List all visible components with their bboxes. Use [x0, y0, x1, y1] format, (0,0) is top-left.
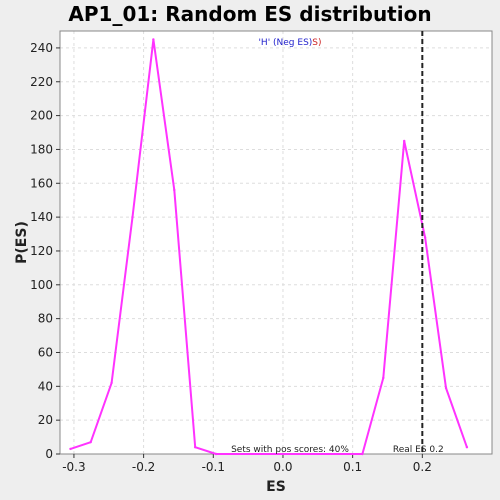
chart-title: AP1_01: Random ES distribution [68, 2, 431, 26]
data-point [194, 446, 196, 448]
y-tick-label: 180 [30, 142, 53, 156]
y-tick-label: 100 [30, 278, 53, 292]
x-tick-label: -0.1 [202, 460, 225, 474]
x-tick-label: 0.1 [343, 460, 362, 474]
legend-part: S) [312, 38, 321, 48]
data-point [403, 140, 405, 142]
pos-scores-annotation: Sets with pos scores: 40% [231, 445, 349, 455]
plot-area [60, 31, 492, 454]
y-tick-label: 240 [30, 41, 53, 55]
y-tick-label: 120 [30, 244, 53, 258]
y-tick-label: 140 [30, 210, 53, 224]
y-tick-label: 220 [30, 75, 53, 89]
y-axis-label: P(ES) [14, 221, 30, 264]
y-tick-label: 80 [38, 312, 53, 326]
x-tick-label: -0.3 [62, 460, 85, 474]
data-point [466, 446, 468, 448]
y-tick-label: 0 [45, 447, 53, 461]
data-point [445, 387, 447, 389]
x-tick-label: -0.2 [132, 460, 155, 474]
x-axis-label: ES [266, 479, 286, 495]
data-point [215, 453, 217, 455]
data-point [69, 448, 71, 450]
y-tick-label: 20 [38, 413, 53, 427]
y-tick-label: 160 [30, 176, 53, 190]
data-point [89, 441, 91, 443]
x-tick-label: 0.2 [413, 460, 432, 474]
data-point [110, 382, 112, 384]
data-point [173, 189, 175, 191]
legend-part: 'H' (Neg ES) [258, 38, 312, 48]
data-point [424, 236, 426, 238]
data-point [152, 38, 154, 40]
y-tick-label: 40 [38, 379, 53, 393]
y-tick-label: 60 [38, 345, 53, 359]
data-point [361, 453, 363, 455]
y-tick-label: 200 [30, 109, 53, 123]
data-point [131, 216, 133, 218]
legend-text: 'H' (Neg ES)S) [258, 38, 321, 48]
x-tick-label: 0.0 [273, 460, 292, 474]
real-es-label: Real ES 0.2 [393, 445, 444, 455]
data-point [382, 377, 384, 379]
